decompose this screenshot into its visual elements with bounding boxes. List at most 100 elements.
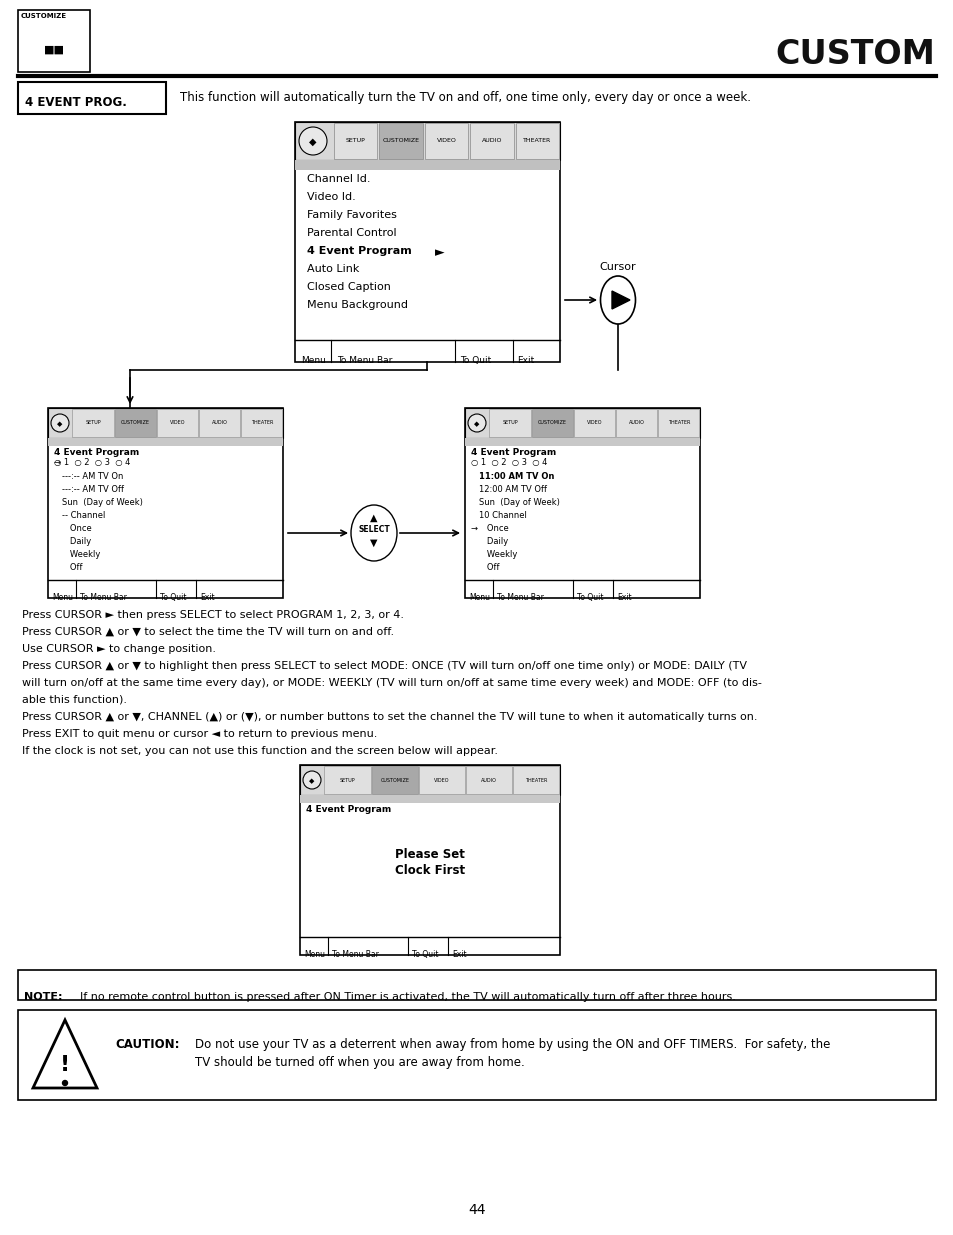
Text: ◆: ◆ — [57, 421, 63, 427]
Text: Press CURSOR ▲ or ▼ to highlight then press SELECT to select MODE: ONCE (TV will: Press CURSOR ▲ or ▼ to highlight then pr… — [22, 661, 746, 671]
Text: Menu: Menu — [301, 356, 326, 366]
Polygon shape — [612, 291, 629, 309]
Bar — [299, 764, 559, 955]
Text: Menu: Menu — [469, 593, 490, 601]
Text: Exit: Exit — [517, 356, 534, 366]
Text: ■■: ■■ — [44, 44, 65, 56]
Text: 4 Event Program: 4 Event Program — [471, 448, 556, 457]
Bar — [334, 124, 377, 159]
Text: Once: Once — [62, 524, 91, 534]
Bar — [464, 408, 700, 598]
Bar — [464, 408, 700, 438]
Text: will turn on/off at the same time every day), or MODE: WEEKLY (TV will turn on/o: will turn on/off at the same time every … — [22, 678, 761, 688]
Ellipse shape — [51, 414, 69, 432]
Text: This function will automatically turn the TV on and off, one time only, every da: This function will automatically turn th… — [180, 91, 750, 105]
Bar — [294, 122, 559, 161]
Text: Weekly: Weekly — [478, 550, 517, 559]
Text: To Quit: To Quit — [577, 593, 603, 601]
Text: THEATER: THEATER — [522, 138, 551, 143]
Text: SELECT: SELECT — [357, 526, 390, 535]
Text: Please Set: Please Set — [395, 848, 464, 862]
Text: Family Favorites: Family Favorites — [307, 210, 396, 220]
Text: VIDEO: VIDEO — [434, 778, 449, 783]
Bar — [466, 766, 512, 794]
Bar — [464, 438, 700, 446]
Text: !: ! — [60, 1055, 70, 1074]
Ellipse shape — [303, 771, 320, 789]
Text: ►: ► — [435, 246, 444, 259]
Text: 11:00 AM TV On: 11:00 AM TV On — [478, 472, 554, 480]
Text: Parental Control: Parental Control — [307, 228, 396, 238]
Text: Exit: Exit — [617, 593, 631, 601]
Text: Exit: Exit — [452, 950, 466, 960]
Text: VIDEO: VIDEO — [586, 420, 601, 426]
Text: ▲: ▲ — [370, 513, 377, 522]
Text: Sun  (Day of Week): Sun (Day of Week) — [62, 498, 143, 508]
Bar — [513, 766, 558, 794]
Text: ---:-- AM TV On: ---:-- AM TV On — [62, 472, 123, 480]
Text: →: → — [471, 524, 477, 534]
Text: SETUP: SETUP — [339, 778, 355, 783]
Text: Channel Id.: Channel Id. — [307, 174, 370, 184]
Text: 4 Event Program: 4 Event Program — [306, 805, 391, 814]
Bar — [515, 124, 558, 159]
Text: Press CURSOR ► then press SELECT to select PROGRAM 1, 2, 3, or 4.: Press CURSOR ► then press SELECT to sele… — [22, 610, 403, 620]
Bar — [156, 409, 198, 437]
Bar — [470, 124, 513, 159]
Text: 4 Event Program: 4 Event Program — [307, 246, 412, 256]
Circle shape — [63, 1081, 68, 1086]
Text: VIDEO: VIDEO — [170, 420, 185, 426]
Text: -- Channel: -- Channel — [62, 511, 105, 520]
Text: 4 EVENT PROG.: 4 EVENT PROG. — [25, 96, 127, 110]
Bar — [48, 438, 283, 446]
Text: Daily: Daily — [62, 537, 91, 546]
Text: ---:-- AM TV Off: ---:-- AM TV Off — [62, 485, 124, 494]
Text: CUSTOMIZE: CUSTOMIZE — [380, 778, 409, 783]
Text: ○ 1  ○ 2  ○ 3  ○ 4: ○ 1 ○ 2 ○ 3 ○ 4 — [54, 458, 131, 467]
Text: To Menu Bar: To Menu Bar — [497, 593, 543, 601]
Text: CUSTOMIZE: CUSTOMIZE — [21, 14, 67, 19]
Polygon shape — [33, 1020, 97, 1088]
Text: To Menu Bar: To Menu Bar — [336, 356, 392, 366]
Text: AUDIO: AUDIO — [480, 778, 497, 783]
Text: SETUP: SETUP — [502, 420, 517, 426]
Text: Clock First: Clock First — [395, 863, 464, 877]
Text: CUSTOMIZE: CUSTOMIZE — [121, 420, 150, 426]
Text: THEATER: THEATER — [525, 778, 547, 783]
Text: Menu Background: Menu Background — [307, 300, 408, 310]
Text: CAUTION:: CAUTION: — [115, 1037, 179, 1051]
Text: Off: Off — [478, 563, 499, 572]
Bar — [418, 766, 465, 794]
Bar — [299, 795, 559, 803]
Ellipse shape — [468, 414, 485, 432]
Text: Video Id.: Video Id. — [307, 191, 355, 203]
Bar — [48, 408, 283, 598]
Text: ◆: ◆ — [474, 421, 479, 427]
Text: 4 Event Program: 4 Event Program — [54, 448, 139, 457]
Text: SETUP: SETUP — [85, 420, 101, 426]
Text: TV should be turned off when you are away from home.: TV should be turned off when you are awa… — [194, 1056, 524, 1070]
Text: 44: 44 — [468, 1203, 485, 1216]
Text: Daily: Daily — [478, 537, 508, 546]
Text: Off: Off — [62, 563, 82, 572]
Bar — [424, 124, 468, 159]
Bar — [72, 409, 113, 437]
Text: Do not use your TV as a deterrent when away from home by using the ON and OFF TI: Do not use your TV as a deterrent when a… — [194, 1037, 829, 1051]
Ellipse shape — [298, 127, 327, 156]
Text: Cursor: Cursor — [599, 262, 636, 272]
Text: Press CURSOR ▲ or ▼ to select the time the TV will turn on and off.: Press CURSOR ▲ or ▼ to select the time t… — [22, 627, 394, 637]
Bar — [531, 409, 573, 437]
Bar — [18, 10, 90, 72]
Text: AUDIO: AUDIO — [481, 138, 501, 143]
Text: ◆: ◆ — [309, 778, 314, 784]
Text: Weekly: Weekly — [62, 550, 100, 559]
Text: ▼: ▼ — [370, 538, 377, 548]
Text: To Quit: To Quit — [160, 593, 186, 601]
Text: Auto Link: Auto Link — [307, 264, 359, 274]
Text: CUSTOMIZE: CUSTOMIZE — [382, 138, 419, 143]
Bar — [241, 409, 282, 437]
Text: AUDIO: AUDIO — [628, 420, 644, 426]
Text: →: → — [54, 458, 66, 467]
Text: AUDIO: AUDIO — [212, 420, 228, 426]
Text: VIDEO: VIDEO — [436, 138, 456, 143]
